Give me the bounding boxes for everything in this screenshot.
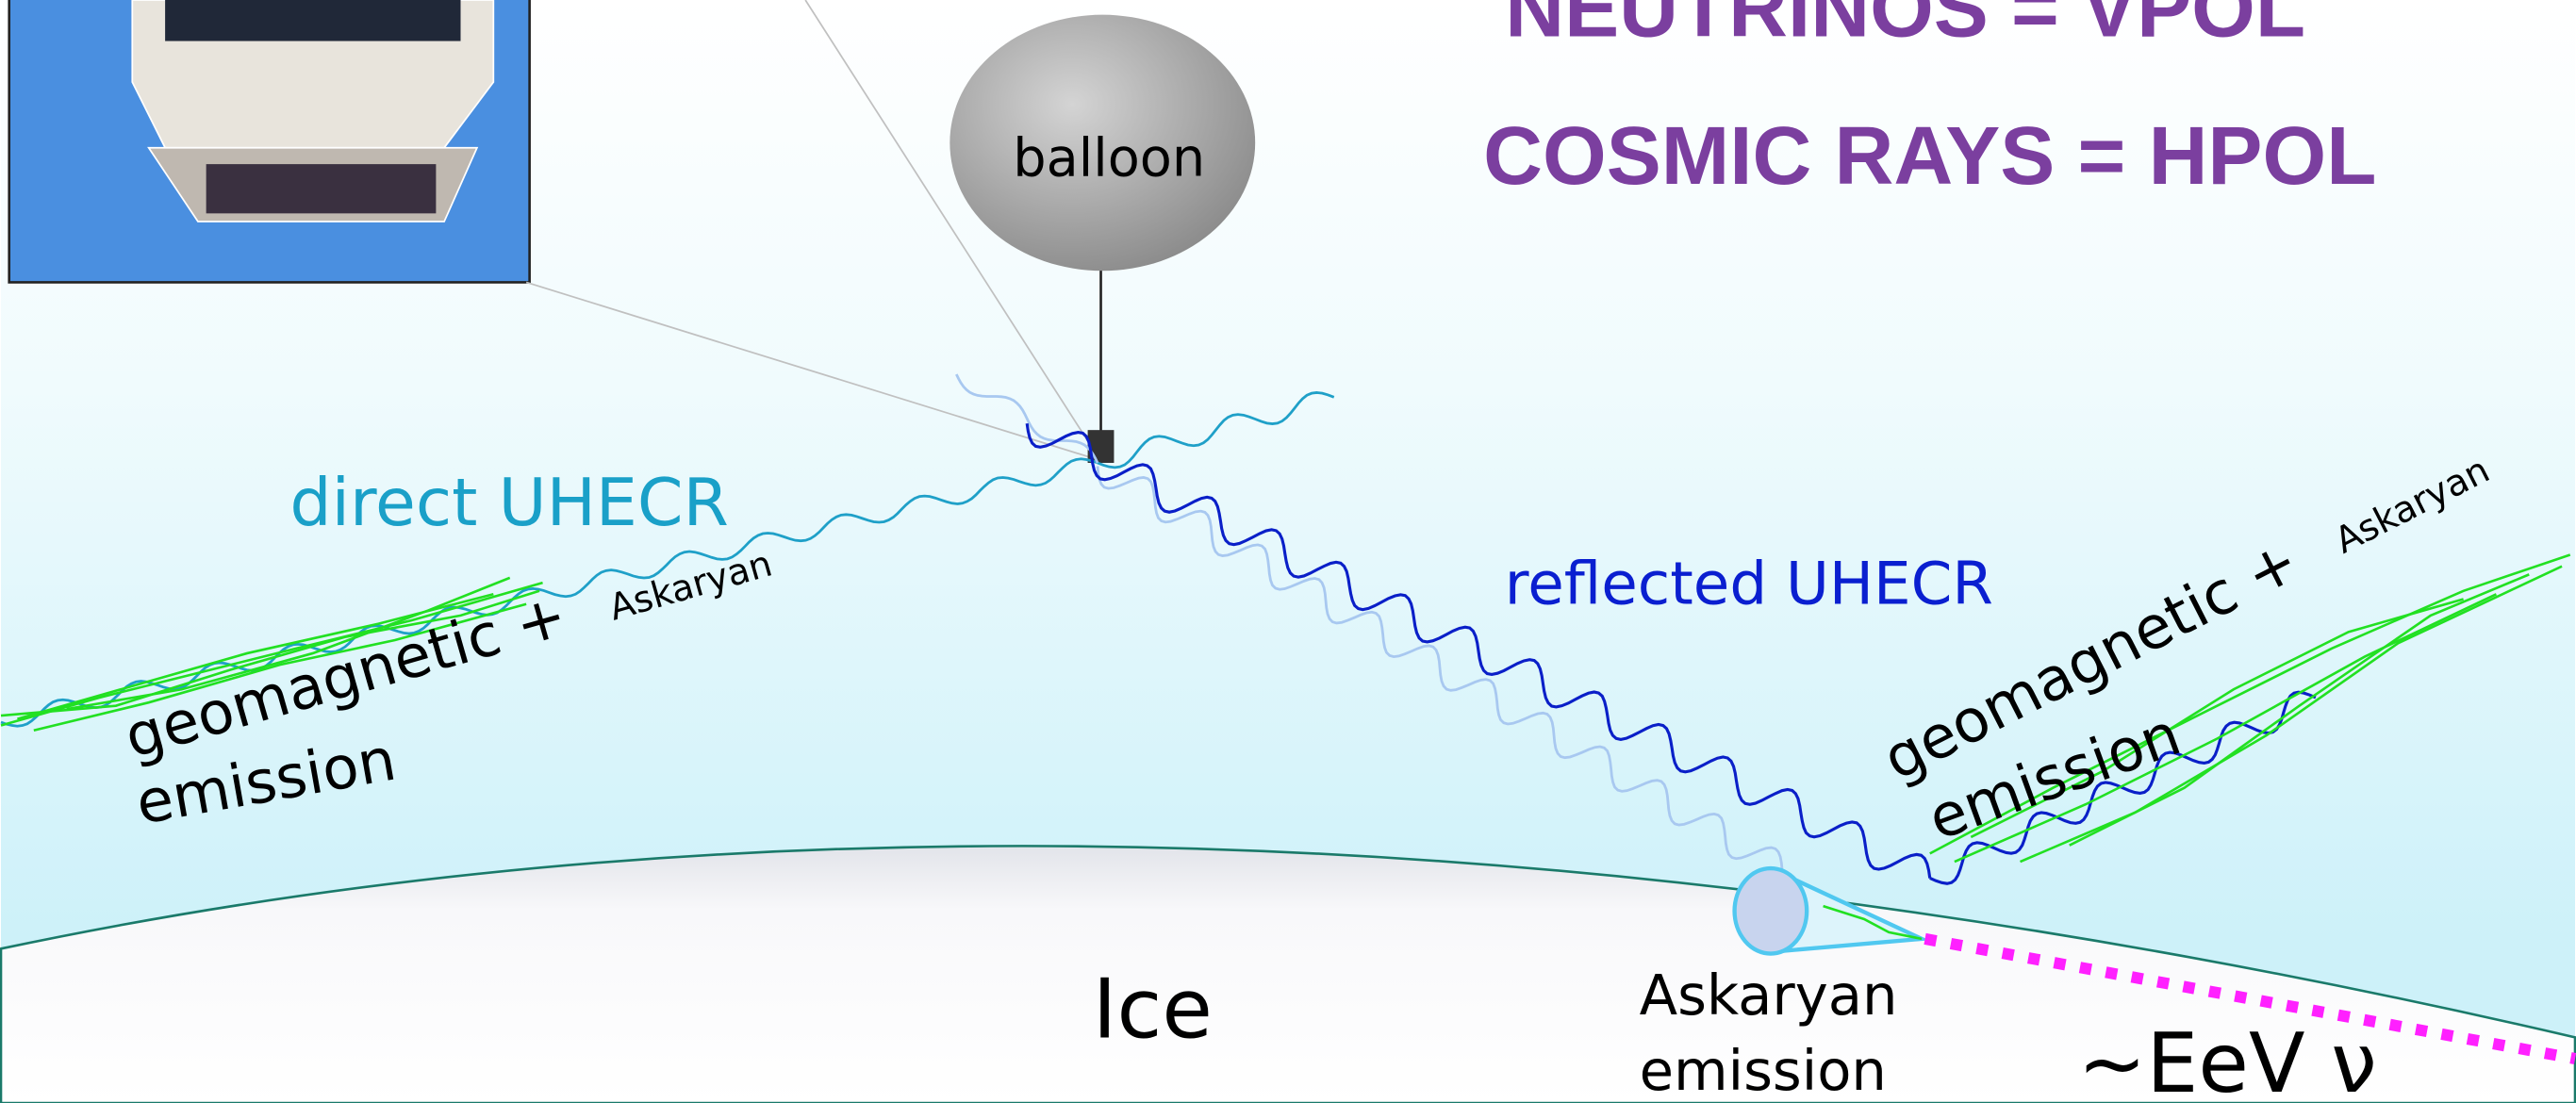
cascade — [1823, 904, 1923, 941]
pointer-line — [804, 0, 1098, 457]
reflected-wave-light — [1096, 466, 1784, 870]
balloon-label: balloon — [1013, 127, 1205, 189]
payload-photo-drawing — [131, 0, 495, 222]
balloon — [949, 14, 1256, 272]
neutrino-label: ~EeV ν — [2077, 1015, 2376, 1103]
askaryan-emission-label: emission — [1640, 1038, 1887, 1103]
header-line2: COSMIC RAYS = HPOL — [1483, 110, 2376, 202]
direct-wave — [0, 457, 1098, 728]
neutrino-track — [1924, 932, 2576, 1064]
direct-label: direct UHECR — [289, 465, 728, 541]
right-shower — [1929, 553, 2571, 864]
pointer-line — [525, 281, 1098, 461]
askaryan-emission-label: Askaryan — [1640, 963, 1898, 1028]
reflected-label: reflected UHECR — [1505, 550, 1993, 618]
askaryan-cone-base — [1732, 865, 1809, 956]
ice-label: Ice — [1093, 961, 1213, 1057]
ice-surface — [0, 845, 2576, 1103]
reflected-wave — [1929, 690, 2317, 885]
reflected-wave — [1025, 422, 1932, 879]
reflected-wave-light — [955, 373, 1099, 464]
direct-wave — [1097, 391, 1335, 469]
header-line1: NEUTRINOS = VPOL — [1505, 0, 2305, 54]
left-shower — [0, 576, 543, 733]
